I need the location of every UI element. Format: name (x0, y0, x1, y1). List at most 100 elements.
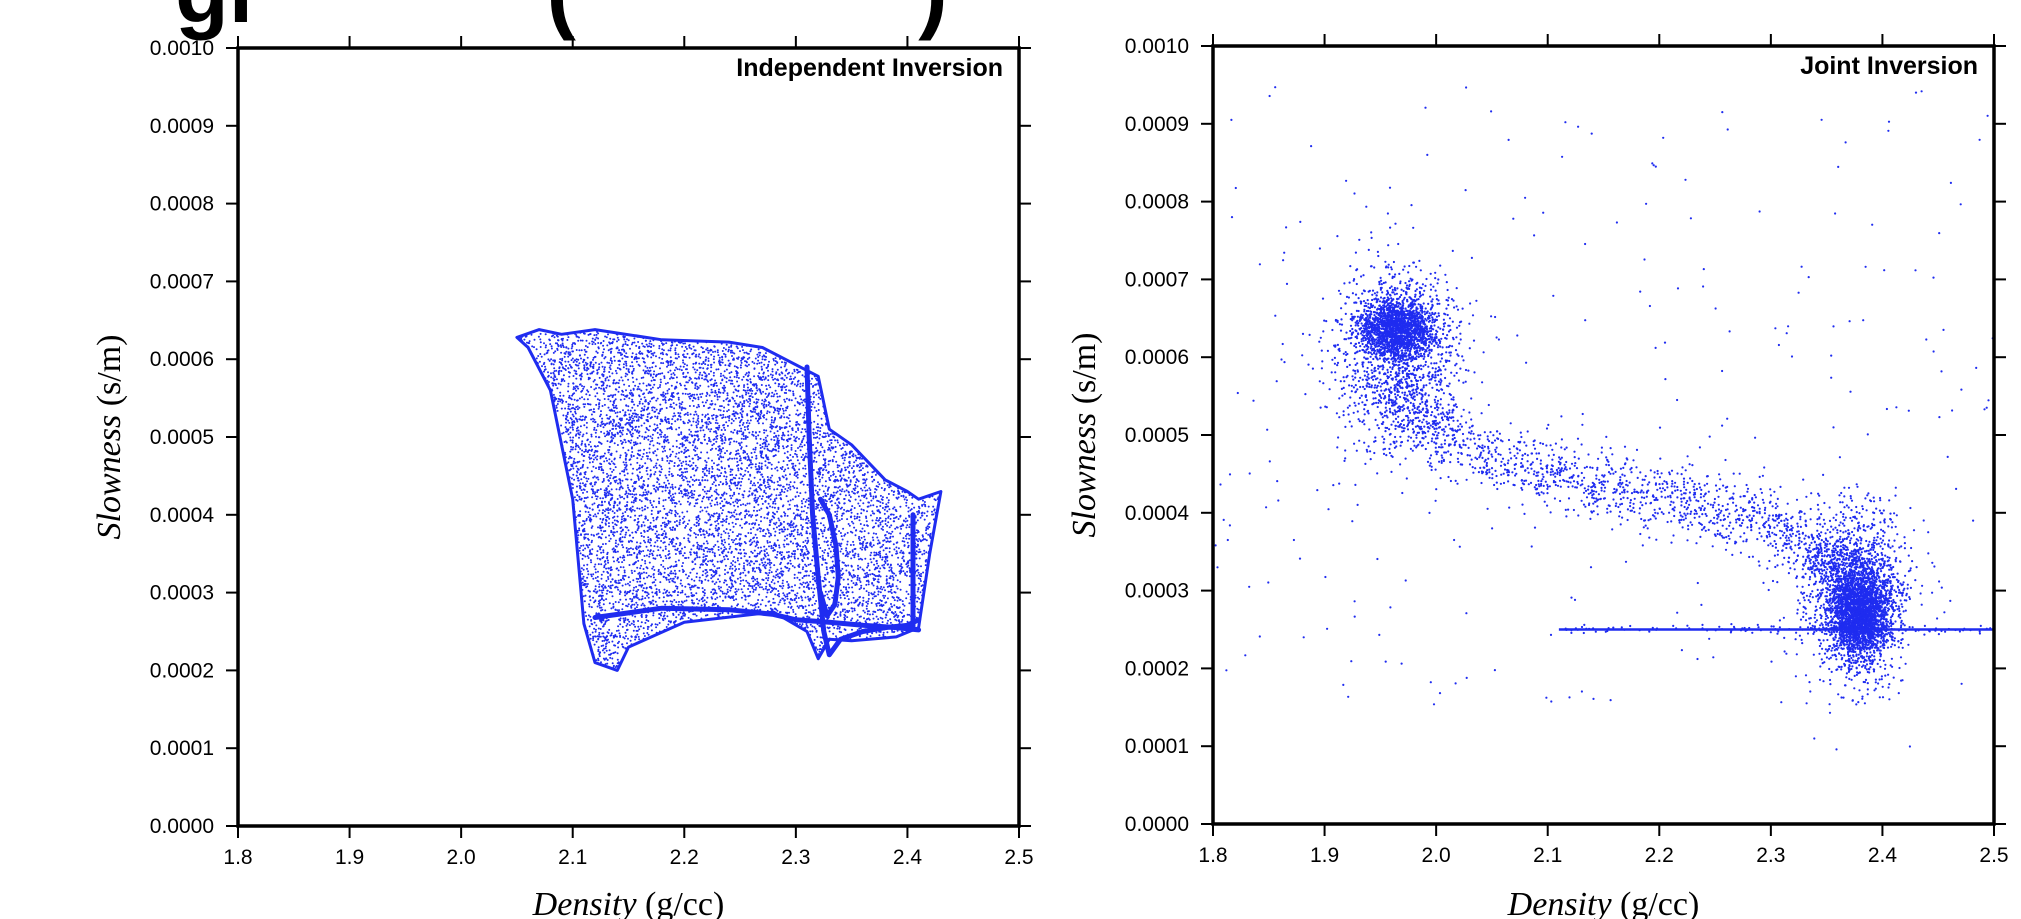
data-point (614, 369, 617, 372)
data-point (708, 420, 711, 423)
data-point (617, 629, 620, 632)
data-point (924, 503, 927, 506)
data-point (703, 599, 706, 602)
data-point (658, 442, 661, 445)
data-point (587, 589, 590, 592)
data-point (682, 371, 685, 374)
data-point (595, 554, 598, 557)
data-point (767, 404, 770, 406)
data-point (905, 563, 908, 566)
data-point (602, 392, 605, 395)
data-point (697, 519, 700, 522)
data-point (641, 402, 644, 405)
data-point (736, 543, 739, 545)
data-point (671, 418, 674, 421)
data-point (746, 383, 749, 386)
data-point (831, 596, 834, 599)
data-point (646, 457, 649, 460)
data-point (710, 475, 713, 477)
data-point (597, 332, 600, 335)
data-point (593, 565, 596, 568)
data-point (602, 344, 605, 347)
data-point (634, 514, 637, 517)
data-point (777, 590, 780, 592)
data-point (618, 363, 621, 366)
data-point (656, 424, 659, 427)
data-point (839, 611, 842, 614)
data-point (604, 609, 607, 612)
data-point (610, 452, 613, 455)
data-point (688, 485, 691, 488)
data-point (650, 539, 652, 542)
data-point (871, 536, 874, 539)
data-point (641, 407, 643, 410)
data-point (788, 524, 791, 527)
data-point (672, 445, 675, 448)
data-point (831, 546, 834, 549)
data-point (683, 537, 686, 540)
data-point (730, 422, 733, 425)
data-point (789, 481, 792, 484)
data-point (804, 500, 807, 503)
data-point (694, 377, 697, 380)
data-point (877, 485, 880, 488)
data-point (602, 509, 605, 512)
data-point (600, 551, 603, 554)
data-point (846, 540, 849, 543)
data-point (667, 496, 670, 499)
data-point (615, 524, 618, 527)
data-point (923, 518, 926, 521)
data-point (579, 418, 582, 421)
data-point (664, 396, 667, 399)
data-point (711, 402, 714, 405)
data-point (631, 432, 634, 435)
data-point (770, 562, 773, 564)
data-point (638, 388, 641, 391)
data-point (619, 472, 621, 475)
data-point (737, 492, 740, 495)
data-point (595, 640, 598, 643)
data-point (818, 472, 820, 475)
data-point (646, 498, 649, 501)
data-point (807, 517, 809, 520)
data-point (822, 490, 825, 493)
data-point (660, 465, 663, 468)
data-point (669, 369, 672, 372)
data-point (597, 638, 600, 641)
data-point (747, 400, 749, 403)
data-point (857, 464, 860, 467)
data-point (624, 343, 627, 345)
data-point (666, 456, 669, 459)
data-point (871, 613, 874, 616)
data-point (575, 349, 578, 351)
data-point (587, 570, 589, 573)
data-point (736, 412, 739, 415)
data-point (638, 434, 641, 437)
data-point (646, 372, 649, 375)
data-point (642, 568, 645, 570)
data-point (718, 580, 721, 583)
data-point (849, 544, 852, 546)
data-point (804, 464, 807, 467)
data-point (690, 578, 693, 581)
data-point (875, 603, 878, 605)
data-point (893, 599, 896, 602)
data-point (597, 570, 599, 573)
data-point (677, 355, 680, 358)
data-point (568, 394, 571, 397)
data-point (664, 486, 667, 489)
data-point (816, 423, 819, 426)
data-point (765, 595, 768, 598)
data-point (747, 464, 750, 467)
data-point (659, 372, 662, 375)
data-point (804, 411, 806, 414)
data-point (780, 377, 783, 380)
data-point (717, 493, 720, 496)
data-point (611, 595, 614, 598)
data-point (603, 452, 606, 455)
data-point (598, 558, 601, 560)
data-point (842, 462, 845, 465)
data-point (550, 345, 553, 348)
data-point (553, 374, 556, 377)
data-point (843, 490, 846, 493)
